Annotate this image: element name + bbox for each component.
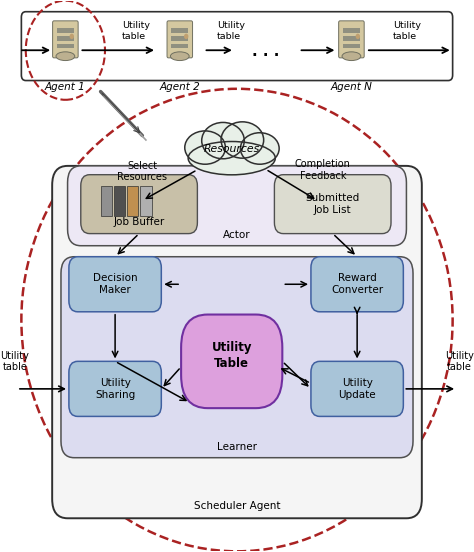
Bar (343, 36, 360, 40)
Ellipse shape (188, 134, 275, 176)
Bar (343, 44, 360, 48)
FancyBboxPatch shape (181, 315, 283, 408)
Ellipse shape (56, 52, 75, 61)
Text: Agent 2: Agent 2 (159, 82, 200, 92)
Text: Submitted
Job List: Submitted Job List (306, 193, 360, 215)
FancyBboxPatch shape (52, 166, 422, 518)
Circle shape (356, 34, 360, 39)
Text: Utility
table: Utility table (0, 351, 29, 373)
Text: Decision
Maker: Decision Maker (93, 273, 137, 295)
FancyBboxPatch shape (53, 21, 78, 58)
Text: Reward
Converter: Reward Converter (331, 273, 383, 295)
Circle shape (184, 34, 188, 39)
Ellipse shape (185, 131, 226, 164)
Bar (171, 36, 189, 40)
Text: Job Buffer: Job Buffer (113, 217, 164, 227)
Text: Utility
table: Utility table (217, 22, 245, 41)
Text: Utility
table: Utility table (393, 22, 421, 41)
Text: Utility
table: Utility table (445, 351, 474, 373)
Bar (57, 44, 74, 48)
Text: Utility
Table: Utility Table (211, 341, 252, 370)
FancyBboxPatch shape (61, 257, 413, 458)
Bar (127, 185, 138, 216)
Text: Utility
Sharing: Utility Sharing (95, 378, 135, 400)
Ellipse shape (342, 52, 361, 61)
Bar (171, 44, 189, 48)
FancyBboxPatch shape (69, 257, 161, 312)
Bar (57, 36, 74, 40)
FancyBboxPatch shape (81, 174, 197, 233)
Text: . . .: . . . (252, 44, 279, 59)
Text: Resources: Resources (204, 145, 260, 155)
Text: Agent N: Agent N (330, 82, 373, 92)
FancyBboxPatch shape (274, 174, 391, 233)
Text: Select
Resources: Select Resources (118, 161, 167, 182)
Bar (140, 185, 152, 216)
Circle shape (70, 34, 74, 39)
Text: Scheduler Agent: Scheduler Agent (194, 501, 280, 511)
FancyBboxPatch shape (69, 362, 161, 416)
Text: Learner: Learner (217, 442, 257, 452)
Ellipse shape (188, 141, 275, 175)
FancyBboxPatch shape (68, 166, 406, 246)
FancyBboxPatch shape (311, 362, 403, 416)
Bar (114, 185, 125, 216)
FancyBboxPatch shape (167, 21, 192, 58)
Text: Utility
Update: Utility Update (338, 378, 376, 400)
FancyBboxPatch shape (338, 21, 364, 58)
Text: Actor: Actor (223, 230, 251, 240)
Ellipse shape (240, 132, 279, 164)
Ellipse shape (171, 52, 189, 61)
Bar (171, 29, 189, 33)
Ellipse shape (202, 123, 244, 159)
Text: Completion
Feedback: Completion Feedback (295, 159, 351, 181)
Ellipse shape (221, 122, 264, 158)
FancyBboxPatch shape (311, 257, 403, 312)
Bar (343, 29, 360, 33)
Bar (57, 29, 74, 33)
Text: Agent 1: Agent 1 (45, 82, 86, 92)
FancyBboxPatch shape (21, 12, 453, 81)
Bar (100, 185, 112, 216)
Text: Utility
table: Utility table (122, 22, 150, 41)
